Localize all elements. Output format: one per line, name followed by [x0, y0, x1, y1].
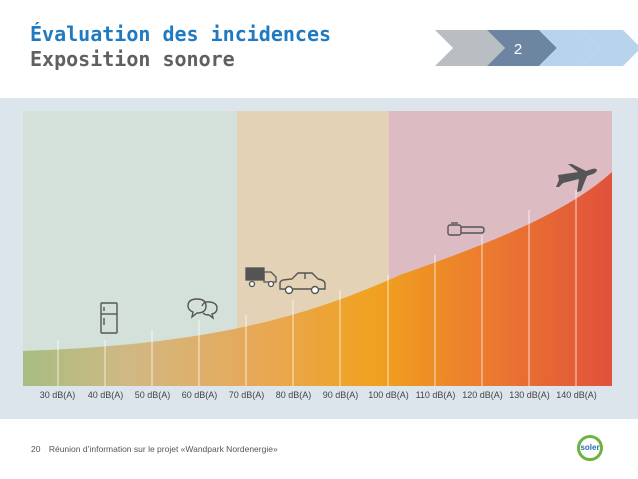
title-line-1: Évaluation des incidences — [30, 22, 332, 46]
progress-chevrons: 2 — [435, 30, 638, 66]
soler-logo: soler — [577, 435, 603, 461]
noise-level-area — [23, 172, 612, 386]
airplane-icon — [556, 164, 597, 192]
db-scale-labels: 30 dB(A) 40 dB(A) 50 dB(A) 60 dB(A) 70 d… — [23, 390, 612, 408]
footer: 20 Réunion d’information sur le projet «… — [31, 444, 278, 454]
truck-icon — [245, 267, 277, 288]
page-title: Évaluation des incidences Exposition son… — [30, 22, 331, 72]
label-30db: 30 dB(A) — [39, 390, 76, 400]
label-140db: 140 dB(A) — [556, 390, 597, 400]
step-4-chevron — [581, 30, 638, 66]
label-100db: 100 dB(A) — [368, 390, 409, 400]
label-90db: 90 dB(A) — [322, 390, 359, 400]
chainsaw-icon — [447, 222, 485, 236]
label-40db: 40 dB(A) — [87, 390, 124, 400]
step-1-chevron — [435, 30, 505, 66]
page-number: 20 — [31, 444, 41, 454]
label-120db: 120 dB(A) — [462, 390, 503, 400]
step-2-chevron — [487, 30, 557, 66]
label-60db: 60 dB(A) — [181, 390, 218, 400]
step-2-label: 2 — [514, 41, 522, 58]
label-80db: 80 dB(A) — [275, 390, 312, 400]
logo-text: soler — [580, 443, 600, 452]
footer-text: Réunion d’information sur le projet «Wan… — [48, 444, 278, 454]
scale-dividers — [57, 190, 577, 386]
label-130db: 130 dB(A) — [509, 390, 550, 400]
car-icon — [279, 272, 326, 295]
speech-bubbles-icon — [187, 298, 218, 320]
step-3-chevron — [539, 30, 599, 66]
label-110db: 110 dB(A) — [415, 390, 456, 400]
title-line-2: Exposition sonore — [30, 47, 235, 71]
label-50db: 50 dB(A) — [134, 390, 171, 400]
refrigerator-icon — [100, 302, 118, 334]
label-70db: 70 dB(A) — [228, 390, 265, 400]
